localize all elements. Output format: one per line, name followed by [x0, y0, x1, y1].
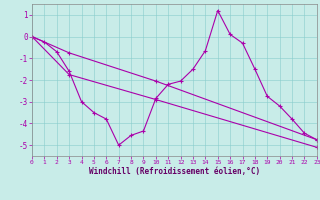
- X-axis label: Windchill (Refroidissement éolien,°C): Windchill (Refroidissement éolien,°C): [89, 167, 260, 176]
